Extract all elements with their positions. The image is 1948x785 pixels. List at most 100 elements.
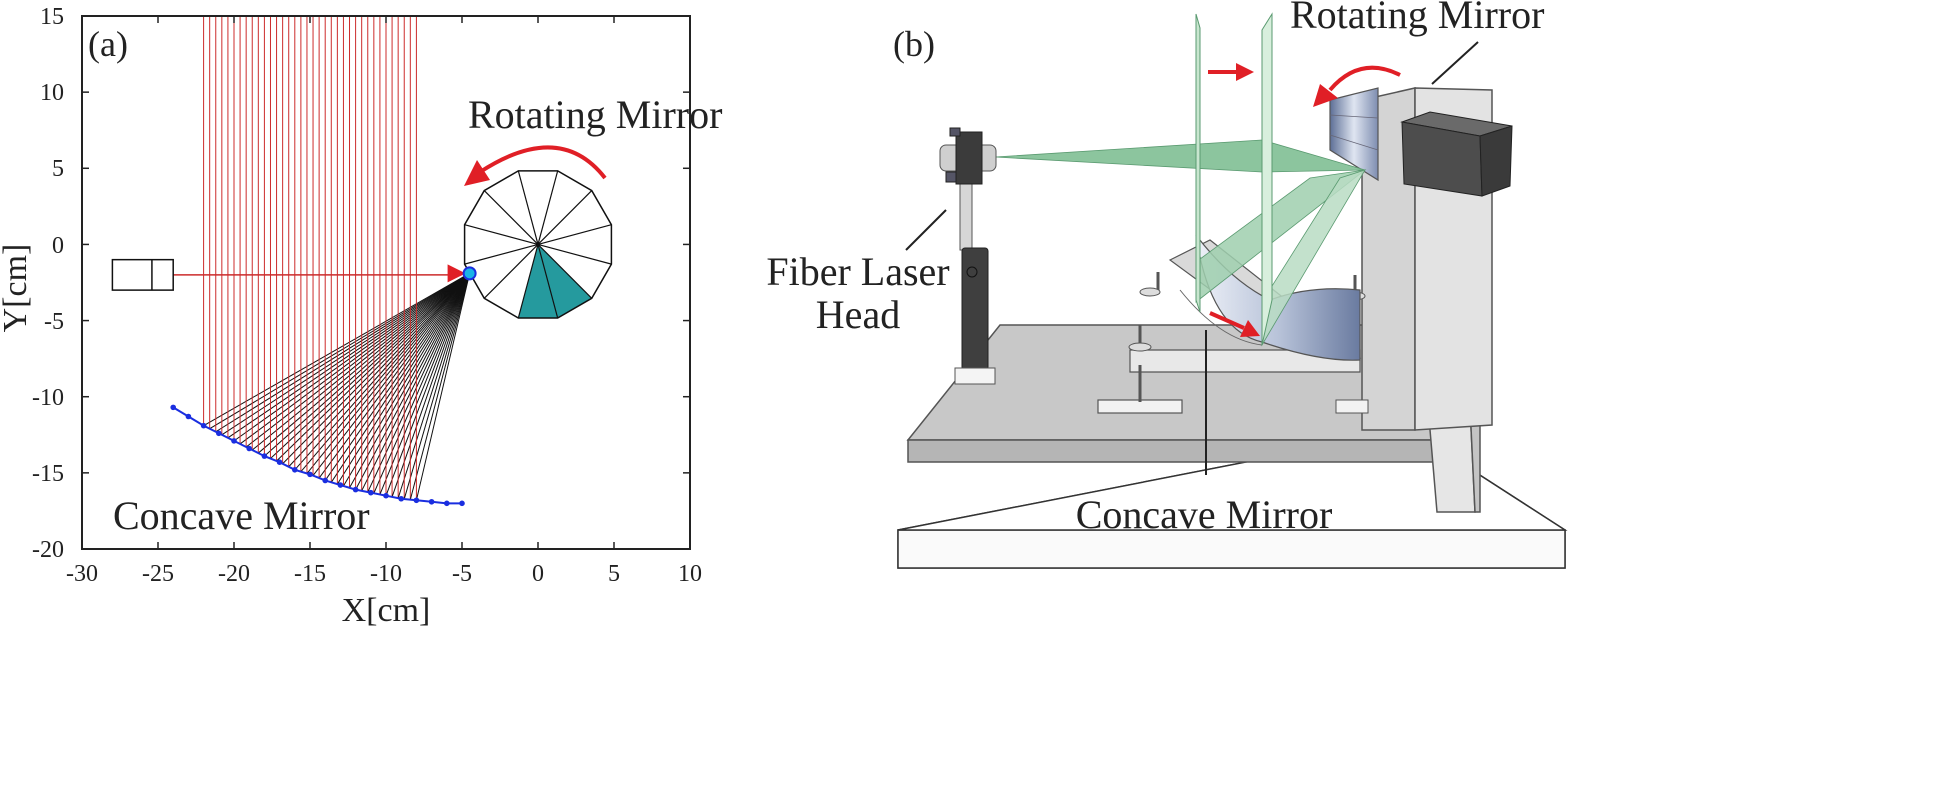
incident-ray	[324, 273, 471, 481]
facet-highlight	[518, 244, 558, 318]
x-tick-label: -30	[66, 561, 98, 587]
scan-planes	[1195, 12, 1273, 346]
incident-ray	[379, 273, 471, 495]
reflection-point	[462, 266, 477, 281]
panel-label-a: (a)	[88, 24, 128, 64]
y-tick-labels: 15 10 5 0 -5 -10 -15 -20	[32, 4, 64, 563]
incident-ray	[349, 273, 471, 489]
x-axis-label: X[cm]	[342, 592, 431, 629]
incident-ray	[270, 272, 470, 459]
polygon-spoke	[517, 244, 539, 319]
concave-mirror-curve	[170, 404, 465, 507]
concave-mirror-point	[246, 445, 252, 452]
y-tick-label: -5	[44, 309, 64, 335]
y-tick-label: 5	[52, 156, 64, 182]
y-axis-label: Y[cm]	[0, 244, 34, 333]
incident-ray	[245, 272, 470, 448]
panel-b: (b)	[766, 0, 1568, 569]
incident-ray	[385, 273, 471, 496]
incident-ray	[276, 273, 470, 462]
base-platform	[897, 429, 1568, 569]
rotation-arrowhead-a	[464, 160, 490, 186]
leader-fiber-laser	[905, 209, 947, 251]
incident-ray	[367, 273, 471, 493]
concave-mirror-point	[292, 467, 298, 473]
incident-ray	[251, 272, 470, 451]
concave-mirror-point	[459, 500, 465, 507]
incident-ray	[355, 273, 471, 490]
y-tick-label: -10	[32, 385, 64, 411]
incident-ray	[415, 273, 471, 501]
concave-mirror-point	[444, 500, 450, 507]
incident-ray	[239, 272, 470, 445]
incident-ray	[221, 272, 470, 436]
concave-mirror-point	[337, 482, 344, 488]
fiber-laser-label-b-line2: Head	[816, 292, 900, 337]
polygon-spoke	[537, 243, 612, 265]
rotating-mirror-polygon	[462, 170, 613, 319]
x-tick-label: -15	[294, 561, 326, 587]
incident-ray	[336, 273, 471, 485]
polygon-spoke	[464, 224, 539, 246]
panel-a: -30 -25 -20 -15 -10 -5 0 5 10 15 10 5 0 …	[0, 4, 722, 629]
concave-mirror-point	[398, 495, 405, 502]
incident-ray	[409, 273, 471, 500]
incident-ray	[264, 272, 470, 457]
panel-label-b: (b)	[893, 24, 935, 64]
fiber-laser-head	[939, 127, 997, 385]
concave-mirror-point	[428, 498, 435, 505]
y-tick-label: -15	[32, 461, 64, 487]
concave-mirror-point	[322, 477, 329, 484]
concave-mirror-point	[413, 497, 420, 504]
laser-box	[111, 258, 174, 291]
laser-box-body	[111, 258, 174, 291]
polygon-spoke	[517, 170, 539, 245]
incident-ray	[403, 273, 471, 500]
incident-ray	[330, 273, 471, 483]
polygon-spoke	[483, 244, 539, 299]
x-tick-label: 5	[608, 561, 620, 587]
concave-mirror-point	[368, 489, 374, 496]
x-tick-labels: -30 -25 -20 -15 -10 -5 0 5 10	[66, 561, 702, 587]
incident-ray	[391, 273, 471, 498]
concave-mirror-point	[307, 471, 313, 478]
x-tick-label: 10	[678, 561, 702, 587]
incident-ray	[373, 273, 471, 494]
polygon-spoke	[537, 244, 559, 319]
concave-mirror-point	[216, 430, 222, 437]
polygon-spoke	[537, 224, 612, 246]
laser-beam-arrowhead	[447, 264, 466, 283]
incident-ray	[257, 272, 470, 454]
y-tick-label: -20	[32, 537, 64, 563]
concave-mirror-point	[200, 422, 207, 429]
panel-a-rays	[173, 16, 471, 501]
rotating-mirror-label-a: Rotating Mirror	[468, 92, 722, 137]
facet-highlight	[538, 244, 592, 318]
x-tick-label: -20	[218, 561, 250, 587]
incident-ray	[312, 273, 470, 476]
incident-ray	[300, 273, 470, 472]
y-tick-label: 10	[40, 80, 64, 106]
motor-box	[1400, 111, 1513, 197]
incident-ray	[209, 272, 470, 430]
y-tick-label: 0	[52, 233, 64, 259]
polygon-spoke	[537, 170, 559, 245]
concave-mirror-point	[231, 438, 237, 444]
concave-mirror-point	[170, 404, 176, 411]
polygon-spoke	[537, 244, 593, 299]
incident-ray	[294, 273, 470, 471]
x-tick-label: -5	[452, 561, 472, 587]
concave-mirror-rim	[1179, 289, 1263, 346]
y-tick-label: 15	[40, 4, 64, 30]
incident-ray	[227, 272, 470, 439]
incident-ray	[318, 273, 471, 479]
polygon-scanner	[1329, 87, 1379, 182]
polygon-spoke	[464, 243, 539, 265]
incident-ray	[203, 272, 470, 427]
incident-ray	[343, 273, 471, 487]
rotation-arrow-a	[478, 145, 607, 180]
concave-mirror-label-b: Concave Mirror	[1076, 492, 1333, 537]
polygon-spoke	[537, 190, 593, 245]
polygon-spoke	[483, 190, 539, 245]
